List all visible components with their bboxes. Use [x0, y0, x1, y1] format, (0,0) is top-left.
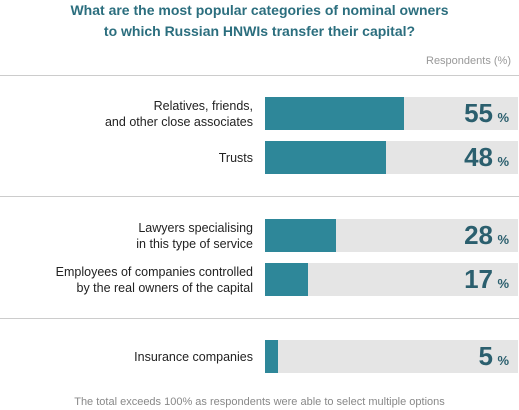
bar-track — [265, 340, 518, 373]
bar — [265, 97, 405, 130]
footnote: The total exceeds 100% as respondents we… — [74, 396, 445, 408]
value-label: 17 — [464, 264, 493, 294]
separator — [0, 75, 519, 76]
category-label: Employees of companies controlled by the… — [55, 264, 253, 295]
value-label: 5 — [478, 341, 493, 371]
value-unit: % — [497, 353, 509, 368]
value-label: 55 — [464, 98, 493, 128]
axis-label: Respondents (%) — [426, 55, 511, 67]
separator — [0, 196, 519, 197]
value-label: 48 — [464, 142, 493, 172]
category-label: Relatives, friends, and other close asso… — [104, 98, 253, 129]
value-label: 28 — [464, 220, 493, 250]
value-unit: % — [497, 154, 509, 169]
category-label: Insurance companies — [134, 349, 253, 364]
bar — [265, 263, 308, 296]
value-unit: % — [497, 276, 509, 291]
value-unit: % — [497, 232, 509, 247]
bar — [265, 340, 278, 373]
separator — [0, 318, 519, 319]
value-unit: % — [497, 110, 509, 125]
chart-title: What are the most popular categories of … — [70, 2, 449, 39]
bar — [265, 219, 336, 252]
category-label: Lawyers specialising in this type of ser… — [136, 220, 253, 251]
category-label: Trusts — [218, 150, 253, 165]
bar — [265, 141, 387, 174]
